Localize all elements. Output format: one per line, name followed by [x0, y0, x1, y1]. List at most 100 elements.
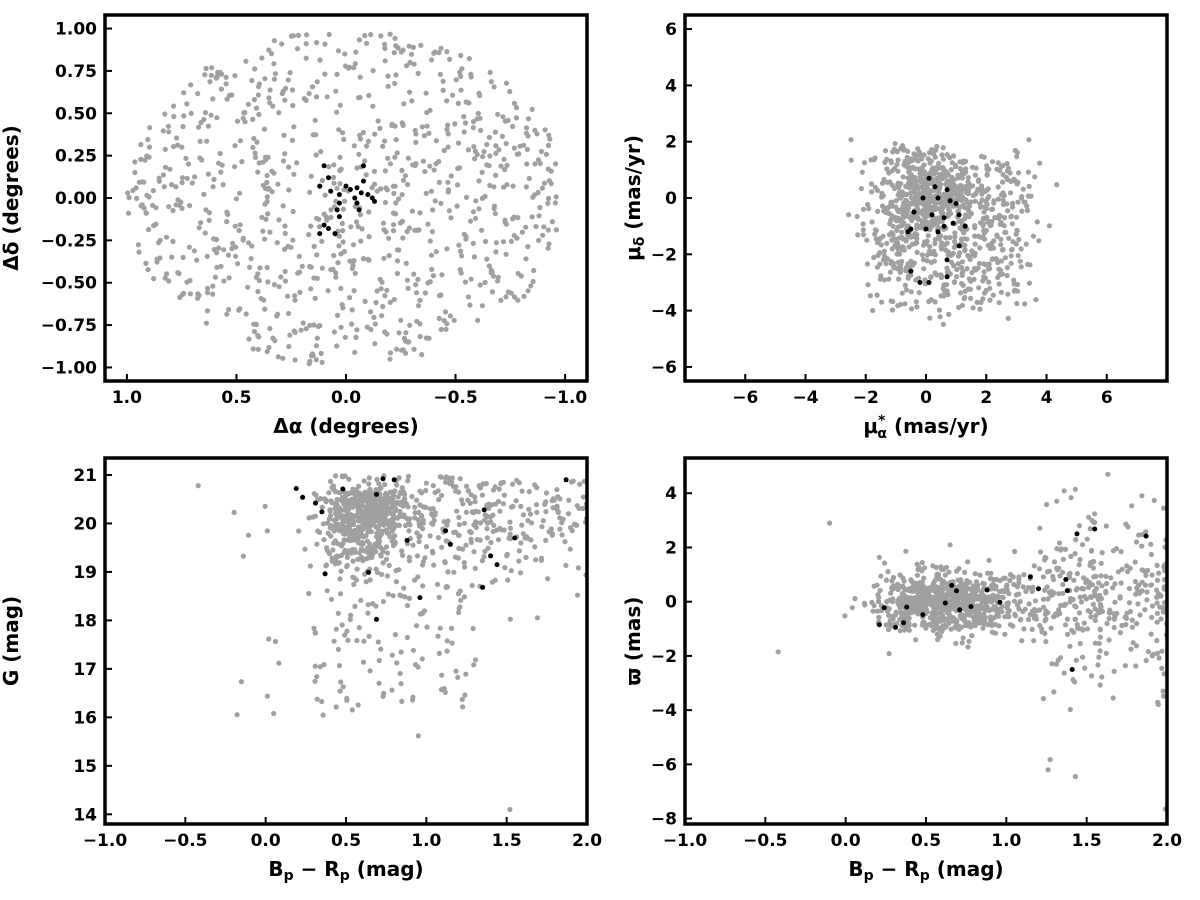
field-star-point [521, 293, 527, 299]
field-star-point [877, 235, 883, 241]
field-star-point [394, 258, 401, 264]
field-star-point [334, 515, 340, 522]
field-star-point [179, 175, 186, 181]
field-star-point [1097, 682, 1103, 688]
field-star-point [986, 279, 992, 285]
field-star-point [206, 210, 212, 216]
field-star-point [375, 538, 381, 545]
field-star-point [323, 562, 330, 568]
field-star-point [998, 289, 1005, 295]
field-star-point [927, 585, 933, 591]
field-star-point [1087, 526, 1093, 532]
field-star-point [368, 522, 374, 528]
field-star-point [895, 157, 901, 163]
field-star-point [516, 548, 523, 554]
field-star-point [447, 313, 453, 319]
field-star-point [456, 522, 462, 528]
field-star-point [493, 240, 499, 246]
field-star-point [513, 115, 520, 121]
field-star-point [466, 56, 472, 62]
field-star-point [964, 578, 970, 584]
field-star-point [427, 163, 433, 169]
field-star-point [266, 95, 272, 101]
field-star-point [882, 159, 888, 166]
field-star-point [1092, 588, 1098, 594]
field-star-point [354, 327, 360, 333]
field-star-point [1111, 624, 1117, 631]
field-star-point [895, 168, 901, 174]
x-tick-label: 6 [1101, 388, 1113, 408]
field-star-point [203, 320, 210, 326]
y-axis-label: G (mag) [0, 596, 23, 686]
field-star-point [916, 290, 922, 296]
field-star-point [914, 158, 921, 164]
field-star-point [370, 509, 376, 516]
field-star-point [160, 128, 166, 134]
x-tick-label: 2.0 [572, 831, 602, 851]
field-star-point [218, 169, 224, 175]
field-star-point [1154, 619, 1160, 625]
field-star-point [224, 219, 230, 225]
field-star-point [875, 208, 881, 214]
field-star-point [376, 680, 382, 686]
field-star-point [333, 553, 340, 559]
field-star-point [342, 334, 348, 340]
field-star-point [141, 205, 147, 211]
field-star-point [496, 498, 502, 505]
field-star-point [378, 552, 384, 558]
field-star-point [1007, 190, 1014, 196]
field-star-point [202, 72, 208, 78]
field-star-point [447, 56, 453, 62]
field-star-point [363, 517, 369, 523]
member-star-point [417, 595, 423, 601]
field-star-point [1002, 631, 1008, 637]
field-star-point [1008, 260, 1014, 266]
field-star-point [908, 289, 914, 295]
field-star-point [327, 507, 333, 513]
field-star-point [1042, 587, 1048, 593]
field-star-point [364, 324, 370, 330]
field-star-point [892, 215, 899, 221]
field-star-point [995, 160, 1001, 166]
y-tick-label: 4 [665, 484, 677, 504]
field-star-point [479, 558, 485, 564]
field-star-point [369, 547, 375, 553]
field-star-point [335, 48, 342, 54]
field-star-point [154, 256, 160, 262]
field-star-point [433, 249, 439, 255]
field-star-point [489, 289, 495, 295]
field-star-point [909, 578, 915, 584]
field-star-point [1117, 595, 1123, 601]
field-star-point [214, 74, 220, 81]
field-star-point [169, 182, 175, 188]
field-star-point [393, 43, 399, 49]
field-star-point [912, 166, 919, 172]
field-star-point [526, 506, 532, 512]
x-tick-label: −1.0 [83, 831, 128, 851]
field-star-point [290, 237, 296, 243]
field-star-point [314, 79, 320, 85]
member-star-point [358, 190, 364, 196]
field-star-point [195, 91, 201, 97]
member-star-point [949, 582, 955, 588]
field-star-point [441, 147, 447, 154]
field-star-point [1148, 582, 1154, 588]
field-star-point [292, 297, 298, 303]
field-star-point [995, 196, 1002, 202]
field-star-point [406, 595, 412, 602]
field-star-point [952, 234, 958, 240]
field-star-point [310, 353, 316, 359]
field-star-point [523, 184, 530, 190]
field-star-point [365, 550, 371, 556]
field-star-point [846, 212, 852, 218]
field-star-point [379, 313, 385, 319]
field-star-point [331, 483, 337, 489]
field-star-point [319, 359, 325, 365]
field-star-point [357, 136, 363, 142]
field-star-point [251, 135, 257, 142]
field-star-point [276, 284, 282, 290]
field-star-point [335, 646, 341, 653]
field-star-point [911, 197, 917, 203]
field-star-point [1061, 670, 1067, 676]
field-star-point [963, 188, 969, 194]
